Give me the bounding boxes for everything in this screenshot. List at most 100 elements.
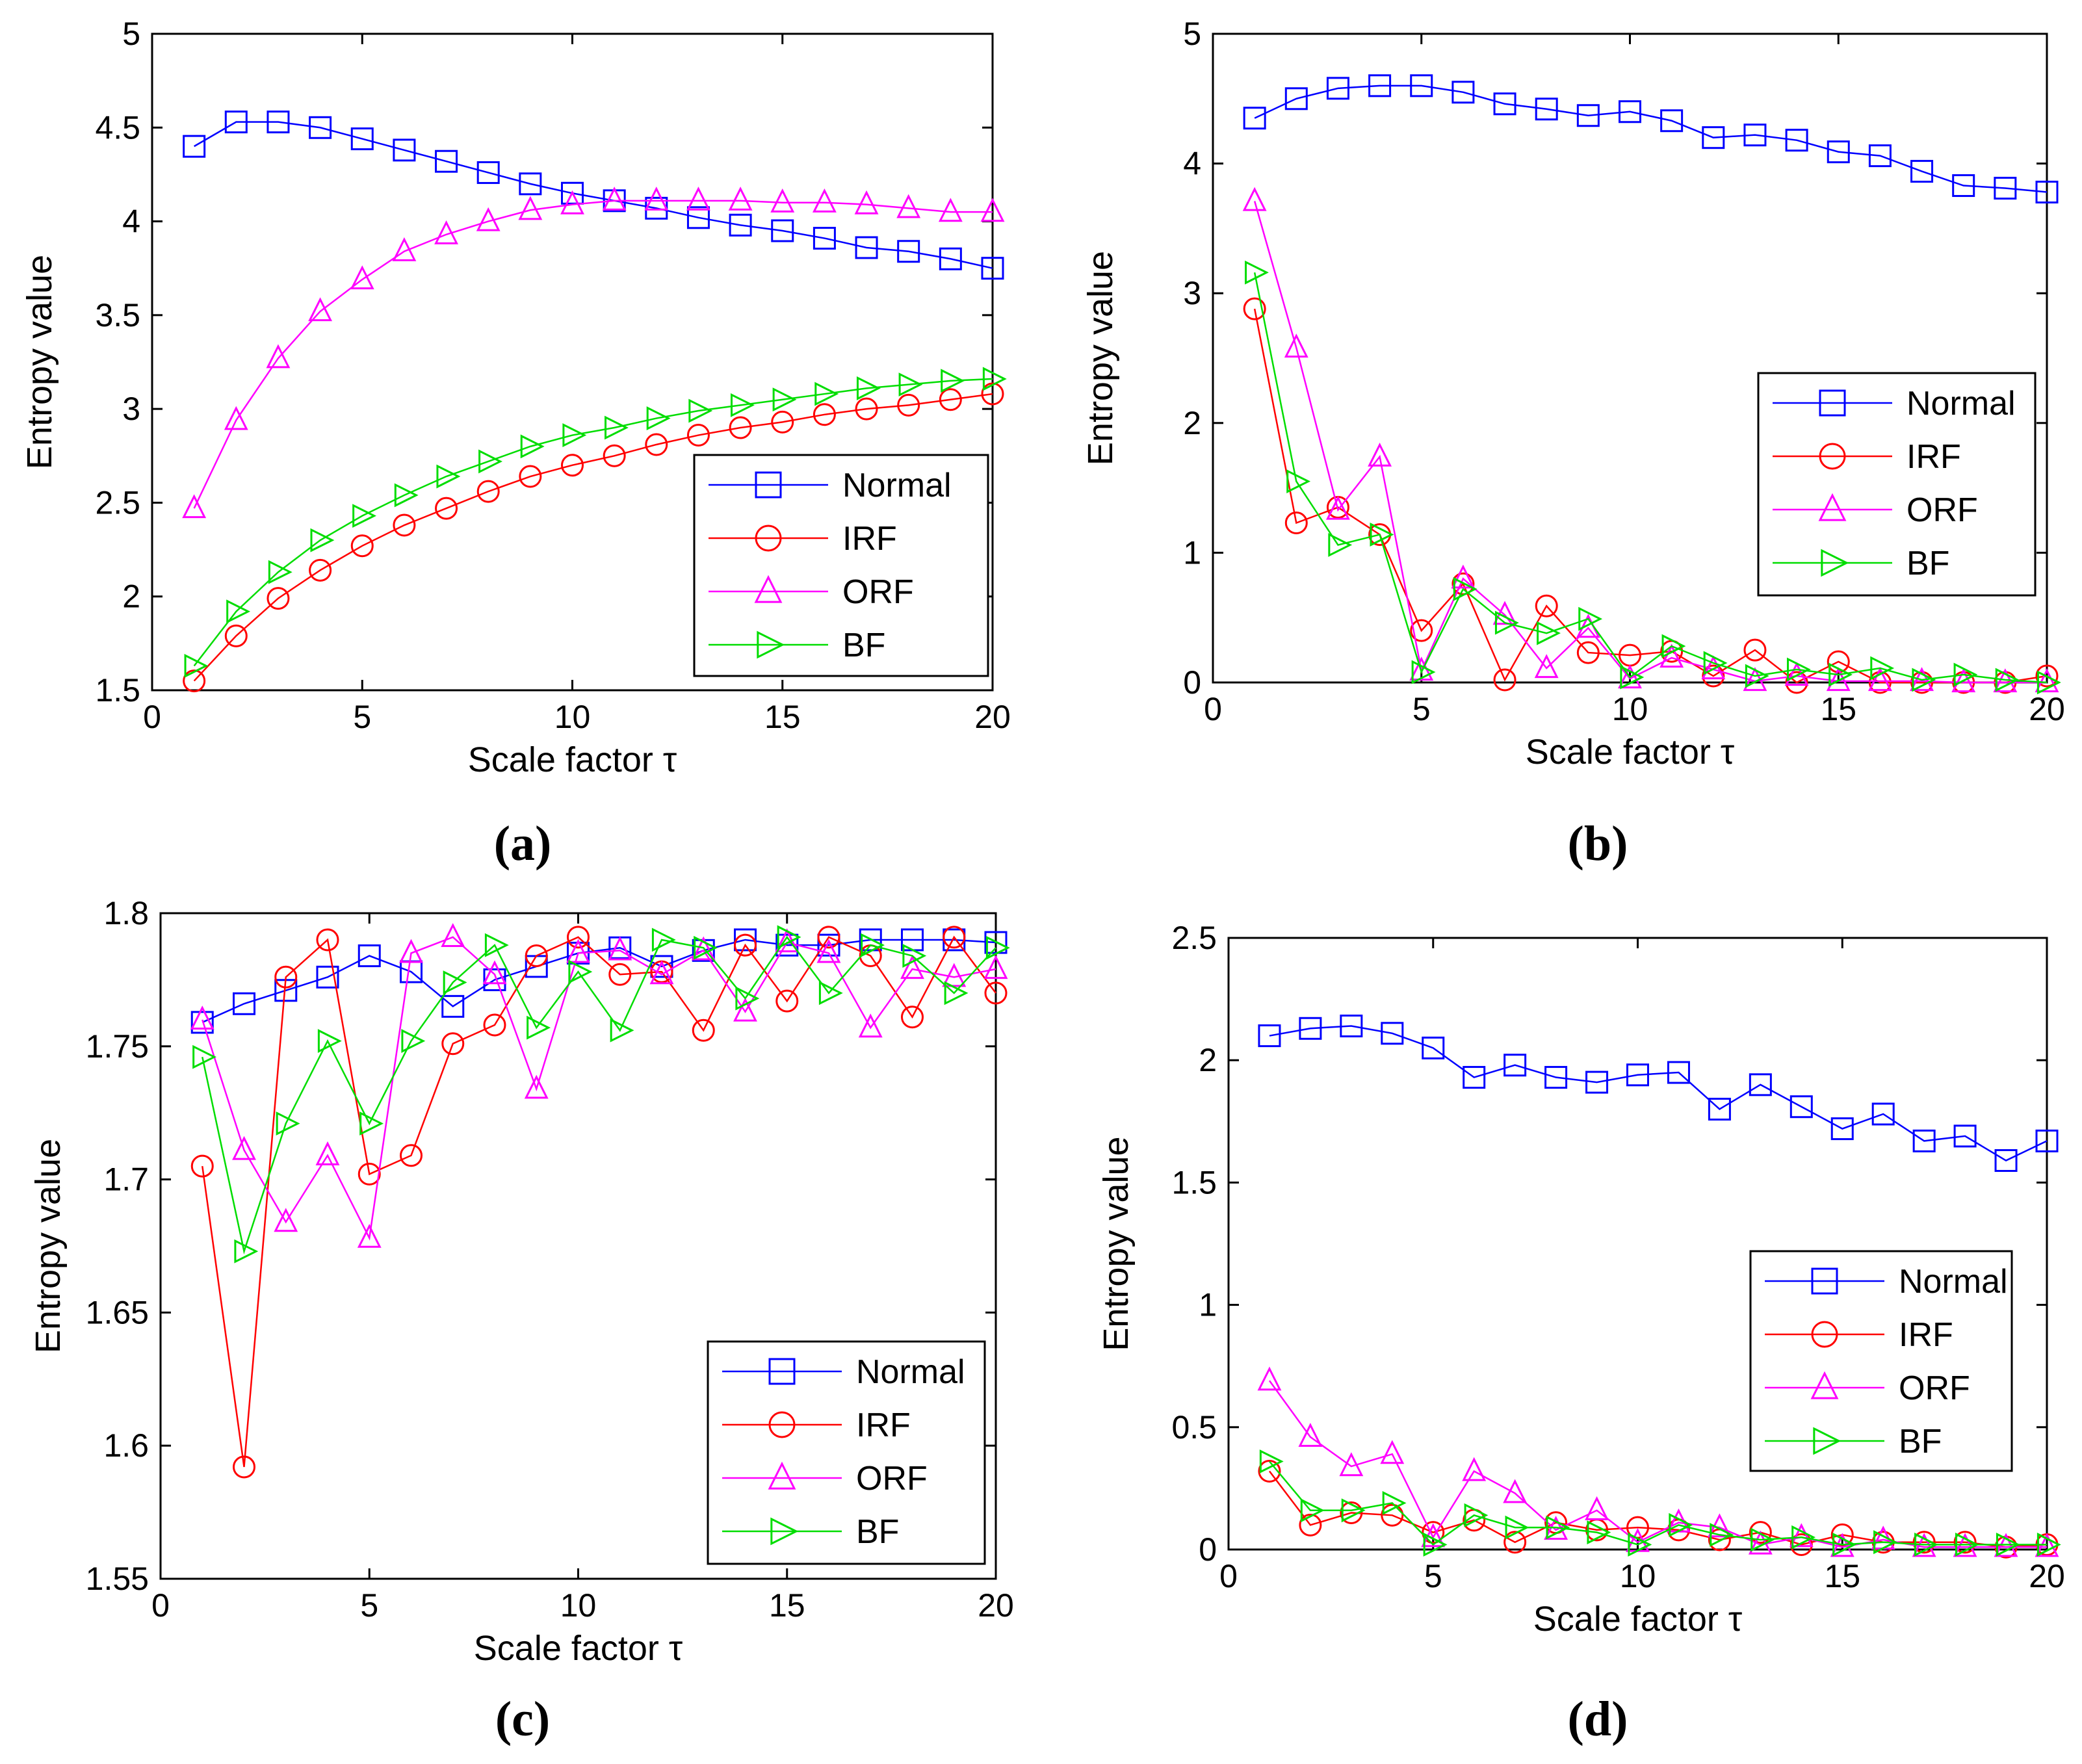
chart-d-ytick-label-5: 2.5 <box>1171 920 1217 956</box>
chart-d-line-bf <box>1268 1460 2047 1546</box>
chart-b-point-bf-1 <box>1245 260 1269 285</box>
chart-a-point-orf-3 <box>266 344 291 369</box>
chart-c-point-bf-13 <box>694 935 718 960</box>
chart-b-point-orf-16 <box>1867 667 1892 692</box>
chart-c-point-bf-17 <box>861 933 885 957</box>
chart-c-point-bf-10 <box>568 959 593 984</box>
chart-d-legend-marker-normal <box>1811 1267 1838 1295</box>
chart-a-point-orf-7 <box>434 220 458 244</box>
chart-d-point-orf-17 <box>1912 1533 1936 1557</box>
chart-d-point-orf-9 <box>1585 1496 1609 1520</box>
chart-d-point-bf-7 <box>1505 1515 1529 1540</box>
chart-a-point-irf-15 <box>771 410 794 434</box>
chart-d-legend-marker-orf <box>1810 1371 1839 1399</box>
chart-c-point-orf-10 <box>566 939 590 963</box>
chart-a-xlabel: Scale factor τ <box>468 740 677 779</box>
chart-d-point-normal-1 <box>1258 1024 1281 1048</box>
chart-c-line-normal <box>202 939 996 1024</box>
chart-d-line-irf <box>1268 1470 2048 1548</box>
chart-c-ytick-label-2: 1.65 <box>86 1294 149 1330</box>
chart-a-point-irf-13 <box>686 424 710 447</box>
chart-a-point-normal-4 <box>309 116 332 139</box>
chart-d-point-normal-11 <box>1667 1061 1690 1084</box>
chart-a-point-orf-11 <box>602 187 627 211</box>
chart-b-point-orf-3 <box>1326 495 1350 520</box>
chart-c-point-orf-19 <box>942 963 967 987</box>
chart-a-xtick-label-3: 15 <box>764 699 801 735</box>
chart-a-point-normal-10 <box>561 181 584 205</box>
chart-c-legend-box <box>707 1340 986 1565</box>
chart-d-legend-marker-irf <box>1811 1321 1838 1348</box>
chart-c-legend-marker-normal <box>768 1358 796 1385</box>
chart-b-legend-marker-orf <box>1818 493 1847 521</box>
chart-c-point-irf-7 <box>441 1032 465 1056</box>
chart-b-ytick-label-1: 1 <box>1183 534 1201 571</box>
chart-b-point-orf-10 <box>1618 664 1642 689</box>
chart-d-line-normal <box>1269 1025 2048 1161</box>
chart-d-point-bf-5 <box>1423 1533 1448 1557</box>
chart-d-xtick-label-2: 10 <box>1620 1558 1656 1594</box>
chart-d-point-orf-19 <box>1994 1533 2018 1557</box>
chart-d-point-normal-20 <box>2035 1129 2059 1152</box>
chart-d-ytick-label-2: 1 <box>1199 1287 1217 1323</box>
chart-c-ylabel: Entropy value <box>29 1139 68 1353</box>
chart-c-legend-label-irf: IRF <box>856 1407 911 1444</box>
chart-d-ylabel: Entropy value <box>1097 1136 1136 1351</box>
chart-b-point-irf-8 <box>1535 594 1558 617</box>
chart-b-legend-marker-normal <box>1819 389 1846 417</box>
chart-a-ytick-label-4: 3.5 <box>95 297 140 333</box>
chart-c-line-bf <box>202 935 996 1254</box>
chart-b-point-normal-1 <box>1243 107 1266 130</box>
chart-d-point-bf-11 <box>1669 1512 1693 1537</box>
chart-c-point-bf-11 <box>610 1018 634 1043</box>
chart-b-ytick-label-4: 4 <box>1183 146 1201 182</box>
chart-c-legend-marker-orf <box>768 1461 796 1490</box>
chart-a-point-bf-12 <box>646 406 671 430</box>
chart-d: 0 5 10 15 20 0 0.5 1 1.5 2 2.5 Scale factor τ Entrop… <box>1097 920 2065 1639</box>
chart-c-ytick-label-5: 1.8 <box>103 895 149 931</box>
chart-b-point-irf-14 <box>1785 671 1808 694</box>
chart-d-point-bf-19 <box>1996 1533 2020 1557</box>
chart-c-point-bf-16 <box>818 981 843 1005</box>
chart-a-legend-marker-bf <box>757 630 785 659</box>
chart-a-point-bf-19 <box>941 369 965 393</box>
chart-a-point-irf-20 <box>981 382 1004 406</box>
chart-d-legend-label-normal: Normal <box>1899 1263 2008 1301</box>
chart-b-legend-label-orf: ORF <box>1906 491 1978 529</box>
chart-b-point-bf-6 <box>1453 577 1477 601</box>
chart-c-point-orf-13 <box>691 936 716 961</box>
chart-a-ytick-label-7: 5 <box>122 16 140 52</box>
chart-b-point-bf-11 <box>1661 634 1686 658</box>
chart-a-point-bf-18 <box>898 372 923 397</box>
chart-d-point-orf-3 <box>1339 1452 1364 1477</box>
chart-a-ylabel: Entropy value <box>20 255 59 469</box>
chart-a-point-orf-1 <box>182 494 207 519</box>
chart-d-point-normal-13 <box>1749 1073 1772 1096</box>
chart-b-series-bf <box>1245 260 2061 695</box>
chart-c-xtick-label-3: 15 <box>769 1587 805 1624</box>
chart-c-point-orf-9 <box>524 1074 549 1099</box>
chart-b-point-bf-2 <box>1286 469 1311 494</box>
chart-d-point-orf-15 <box>1830 1533 1854 1557</box>
chart-d-xtick-label-4: 20 <box>2029 1558 2065 1594</box>
chart-a-point-orf-13 <box>686 187 710 211</box>
chart-a-line-normal <box>194 121 993 269</box>
chart-c-point-orf-18 <box>900 955 924 979</box>
chart-b-point-orf-4 <box>1368 442 1392 467</box>
chart-a-point-orf-4 <box>308 297 333 322</box>
chart-a-point-orf-15 <box>770 188 795 213</box>
chart-c-point-irf-10 <box>567 926 590 949</box>
chart-b-point-bf-17 <box>1912 668 1936 692</box>
chart-d-point-normal-17 <box>1912 1129 1936 1152</box>
chart-a-point-irf-1 <box>183 669 206 693</box>
chart-d-series-bf <box>1259 1449 2061 1557</box>
chart-a-point-orf-6 <box>392 237 417 261</box>
chart-d-point-orf-18 <box>1953 1533 1977 1557</box>
chart-a-point-orf-9 <box>518 196 543 220</box>
chart-d-ytick-label-0: 0 <box>1199 1531 1217 1568</box>
chart-b-point-bf-14 <box>1787 657 1811 682</box>
chart-a-legend-label-orf: ORF <box>842 573 914 611</box>
chart-c-point-normal-4 <box>316 965 339 989</box>
chart-a-point-bf-5 <box>352 504 377 528</box>
chart-c-point-orf-8 <box>482 960 507 985</box>
